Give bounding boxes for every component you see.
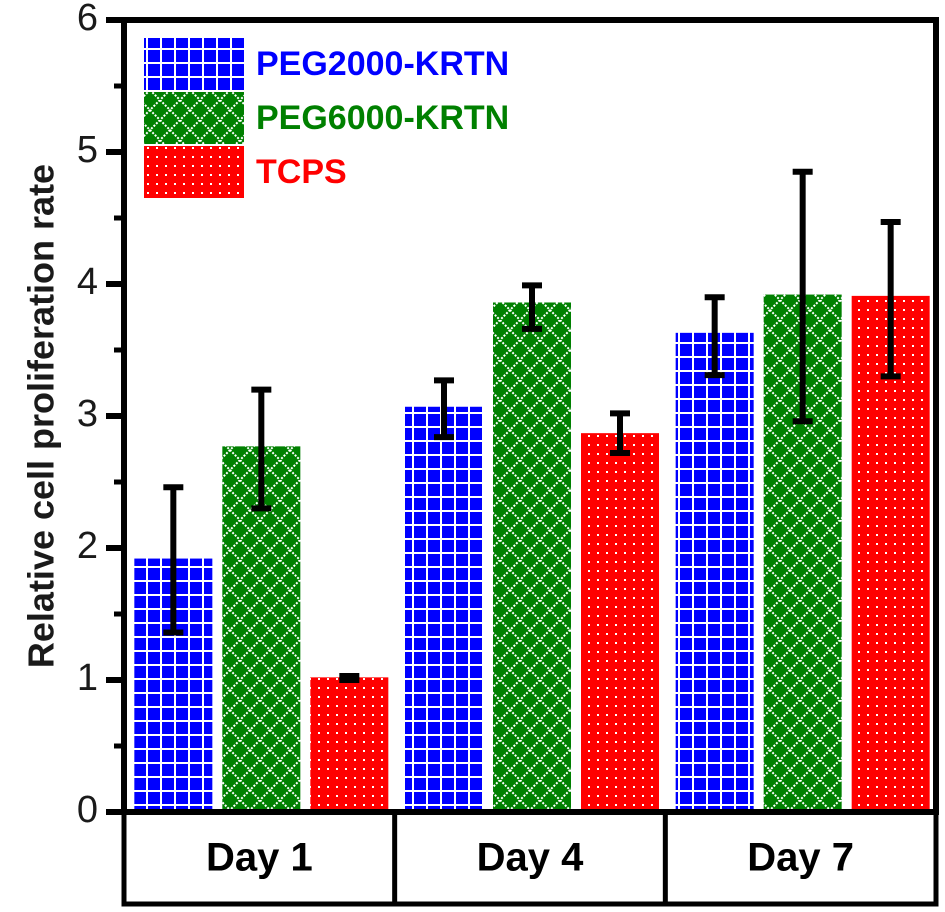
error-bars: [163, 168, 901, 683]
category-axis: Day 1 Day 4 Day 7: [121, 809, 939, 907]
bar-peg2000-krtn-day-4: [405, 406, 483, 812]
y-tick-label: 0: [77, 789, 98, 831]
legend-swatch: [144, 92, 244, 144]
category-label: Day 1: [206, 836, 313, 880]
y-tick-label: 3: [77, 393, 98, 435]
legend: PEG2000-KRTN PEG6000-KRTN TCPS: [144, 38, 509, 198]
y-axis-label: Relative cell proliferation rate: [21, 164, 62, 668]
bar-peg6000-krtn-day-4: [493, 302, 571, 812]
y-tick-label: 4: [77, 261, 98, 303]
bar-tcps-day-4: [581, 433, 659, 812]
legend-label: PEG2000-KRTN: [256, 45, 509, 83]
category-label: Day 7: [747, 836, 854, 880]
bars: [134, 294, 930, 812]
y-tick-label: 5: [77, 129, 98, 171]
bar-tcps-day-1: [310, 677, 389, 812]
legend-label: PEG6000-KRTN: [256, 99, 509, 137]
y-tick-label: 2: [77, 525, 98, 567]
category-box: [121, 809, 939, 907]
y-tick-label: 1: [77, 657, 98, 699]
legend-swatch: [144, 146, 244, 198]
y-tick-label: 6: [77, 0, 98, 39]
legend-swatch: [144, 38, 244, 90]
legend-label: TCPS: [256, 153, 347, 191]
bar-peg2000-krtn-day-7: [675, 332, 754, 812]
category-label: Day 4: [477, 836, 584, 880]
bar-tcps-day-7: [851, 295, 930, 812]
y-axis-ticks: 0 1 2 3 4 5 6: [77, 0, 124, 831]
